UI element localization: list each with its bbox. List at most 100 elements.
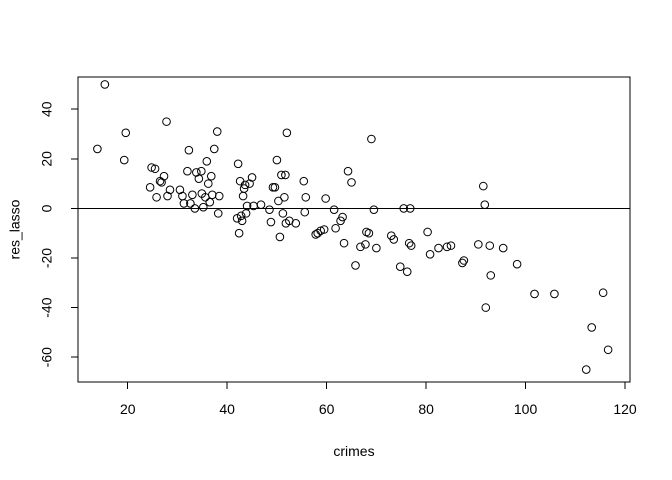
scatter-point (301, 192, 311, 202)
scatter-point (197, 166, 206, 176)
scatter-point (474, 240, 483, 249)
scatter-point (402, 267, 412, 276)
scatter-point (278, 209, 288, 218)
scatter-point (364, 228, 374, 238)
scatter-point (356, 242, 365, 252)
scatter-point (343, 166, 353, 176)
scatter-point (478, 181, 488, 191)
scatter-point (237, 216, 247, 226)
x-tick-label: 120 (613, 401, 637, 417)
scatter-point (329, 205, 339, 214)
scatter-point (481, 303, 491, 312)
scatter-point (277, 170, 286, 180)
scatter-point (458, 258, 467, 268)
y-axis: -60 -40 -20 0 20 40 (39, 101, 79, 367)
scatter-point (265, 205, 274, 214)
scatter-point (587, 323, 597, 332)
scatter-point (530, 289, 539, 299)
scatter-point (100, 80, 110, 89)
scatter-point (205, 197, 215, 207)
scatter-point (239, 184, 249, 193)
scatter-point (300, 207, 310, 217)
scatter-point (247, 173, 257, 182)
scatter-point (446, 241, 456, 250)
scatter-point (423, 227, 432, 237)
scatter-point (395, 262, 405, 271)
scatter-point (425, 249, 435, 259)
scatter-point (162, 117, 171, 126)
scatter-point (550, 289, 559, 299)
scatter-point (256, 200, 266, 210)
scatter-point (242, 201, 252, 211)
scatter-point (281, 170, 290, 180)
y-axis-label: res_lasso (7, 199, 23, 259)
scatter-point (361, 240, 370, 249)
x-tick-label: 60 (319, 401, 335, 417)
scatter-point (270, 183, 280, 192)
scatter-point (274, 196, 283, 206)
scatter-point (272, 155, 282, 165)
scatter-point (209, 144, 219, 154)
scatter-point (202, 157, 212, 166)
y-tick-label: -20 (39, 248, 55, 268)
y-tick-label: 0 (39, 204, 55, 212)
scatter-point (512, 259, 522, 269)
scatter-point (214, 191, 224, 201)
scatter-point (313, 228, 322, 238)
scatter-point (194, 174, 204, 183)
scatter-point (331, 223, 340, 233)
scatter-point (372, 243, 381, 253)
scatter-point (275, 232, 285, 242)
scatter-point (213, 209, 223, 218)
scatter-point (240, 180, 250, 190)
scatter-point (234, 228, 244, 238)
scatter-point (282, 128, 292, 138)
scatter-point (367, 134, 376, 144)
scatter-point (319, 225, 329, 234)
scatter-point (186, 199, 195, 208)
scatter-point (203, 179, 213, 188)
scatter-point (93, 144, 102, 154)
scatter-point (389, 235, 399, 244)
scatter-point (157, 178, 166, 187)
scatter-point (233, 159, 243, 169)
scatter-point (147, 163, 156, 172)
scatter-point (145, 183, 155, 192)
scatter-point (184, 145, 194, 155)
scatter-point (406, 241, 416, 250)
x-axis-label: crimes (333, 443, 374, 459)
scatter-point (486, 271, 496, 280)
scatter-point (175, 185, 185, 195)
scatter-point (163, 191, 172, 201)
scatter-point (485, 241, 495, 250)
scatter-point (581, 365, 591, 374)
scatter-point (338, 212, 347, 222)
scatter-point (119, 155, 129, 165)
scatter-point (480, 200, 490, 210)
scatter-point (459, 256, 469, 265)
scatter-point (183, 166, 192, 176)
scatter-point (316, 226, 325, 236)
scatter-point (399, 204, 409, 213)
scatter-point (280, 192, 289, 202)
scatter-point (603, 345, 613, 355)
scatter-point (405, 204, 415, 213)
scatter-point (404, 238, 414, 248)
y-tick-label: 20 (39, 151, 55, 167)
scatter-point (321, 194, 330, 203)
x-tick-label: 40 (219, 401, 235, 417)
scatter-point (245, 179, 254, 188)
y-tick-label: -60 (39, 347, 55, 367)
scatter-point (179, 199, 189, 208)
scatter-point (236, 211, 246, 221)
scatter-point (150, 164, 160, 174)
scatter-point (339, 238, 349, 248)
scatter-point (498, 243, 508, 253)
scatter-point (121, 128, 131, 138)
scatter-point (159, 171, 169, 181)
scatter-point (299, 176, 309, 186)
y-tick-label: -40 (39, 297, 55, 317)
scatter-point (369, 205, 379, 214)
